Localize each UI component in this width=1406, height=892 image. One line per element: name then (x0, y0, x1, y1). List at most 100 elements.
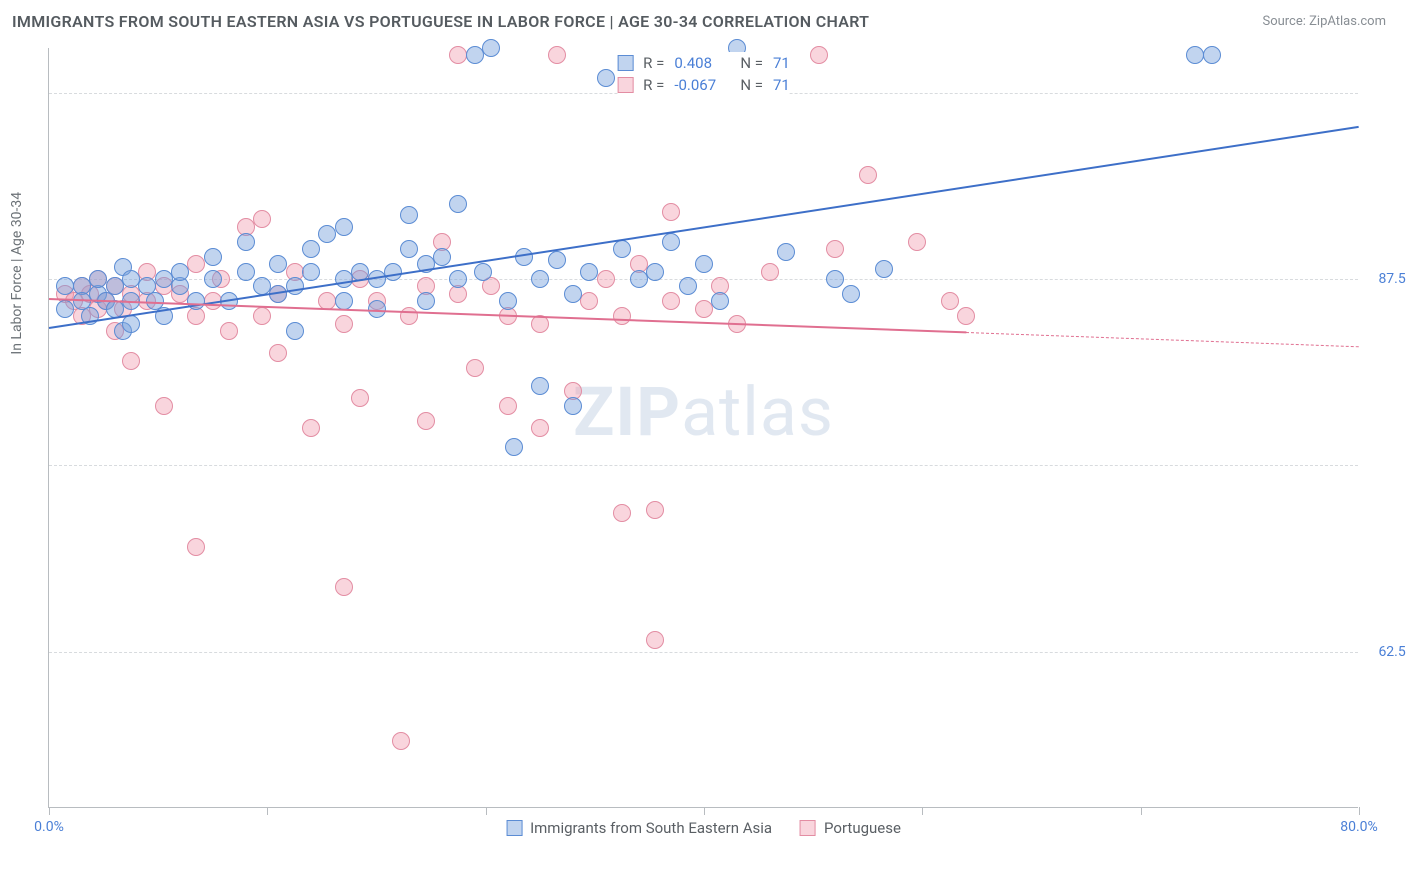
pink-point (302, 419, 320, 437)
blue-point (449, 270, 467, 288)
blue-point (106, 277, 124, 295)
correlation-legend: R =0.408N =71R =-0.067N =71 (617, 52, 790, 96)
y-axis-title: In Labor Force | Age 30-34 (9, 191, 25, 354)
pink-point (449, 46, 467, 64)
pink-point (122, 352, 140, 370)
blue-point (505, 438, 523, 456)
blue-point (564, 285, 582, 303)
blue-point (171, 263, 189, 281)
blue-point (711, 292, 729, 310)
pink-point (253, 307, 271, 325)
blue-point (646, 263, 664, 281)
pink-point (548, 46, 566, 64)
pink-point (597, 270, 615, 288)
blue-point (56, 300, 74, 318)
legend-r-label: R = (643, 76, 664, 94)
pink-point (613, 504, 631, 522)
blue-point (1186, 46, 1204, 64)
blue-point (302, 263, 320, 281)
legend-n-label: N = (740, 76, 763, 94)
blue-point (122, 270, 140, 288)
pink-point (155, 397, 173, 415)
blue-point (875, 260, 893, 278)
blue-point (400, 240, 418, 258)
blue-point (826, 270, 844, 288)
legend-swatch (800, 820, 816, 836)
chart-title: IMMIGRANTS FROM SOUTH EASTERN ASIA VS PO… (12, 12, 869, 31)
pink-point (335, 315, 353, 333)
blue-point (335, 270, 353, 288)
blue-point (89, 270, 107, 288)
legend-swatch (506, 820, 522, 836)
legend-row-blue: R = 0.408 N = 71 (617, 52, 790, 74)
y-tick-label: 87.5% (1378, 271, 1406, 287)
blue-point (482, 39, 500, 57)
blue-point (155, 270, 173, 288)
legend-n-label: N = (740, 54, 763, 72)
legend-item-pink: Portuguese (800, 819, 901, 837)
pink-point (417, 412, 435, 430)
pink-point (957, 307, 975, 325)
x-tick (704, 807, 705, 815)
pink-point (351, 389, 369, 407)
blue-point (187, 292, 205, 310)
pink-point (941, 292, 959, 310)
pink-point (646, 631, 664, 649)
legend-r-value: 0.408 (674, 54, 730, 72)
pink-point (392, 732, 410, 750)
blue-point (499, 292, 517, 310)
pink-point (695, 300, 713, 318)
blue-point (531, 377, 549, 395)
x-tick (1359, 807, 1360, 815)
pink-point (220, 322, 238, 340)
blue-point (777, 243, 795, 261)
pink-point (859, 166, 877, 184)
pink-point (269, 344, 287, 362)
legend-r-label: R = (643, 54, 664, 72)
x-tick (267, 807, 268, 815)
blue-point (286, 322, 304, 340)
pink-point (908, 233, 926, 251)
legend-label: Immigrants from South Eastern Asia (530, 819, 772, 837)
pink-point (466, 359, 484, 377)
x-tick (486, 807, 487, 815)
legend-n-value: 71 (773, 76, 790, 94)
gridline (49, 465, 1358, 466)
blue-point (695, 255, 713, 273)
correlation-chart: In Labor Force | Age 30-34 ZIPatlas 62.5… (48, 48, 1358, 808)
pink-point (187, 255, 205, 273)
pink-point (646, 501, 664, 519)
pink-point (826, 240, 844, 258)
legend-n-value: 71 (773, 54, 790, 72)
blue-point (318, 225, 336, 243)
blue-point (417, 292, 435, 310)
x-tick (1141, 807, 1142, 815)
blue-point (597, 69, 615, 87)
pink-point (662, 292, 680, 310)
pink-point (761, 263, 779, 281)
blue-point (662, 233, 680, 251)
blue-point (466, 46, 484, 64)
pink-point (613, 307, 631, 325)
series-legend: Immigrants from South Eastern Asia Portug… (506, 819, 901, 837)
pink-point (253, 210, 271, 228)
blue-point (400, 206, 418, 224)
blue-point (564, 397, 582, 415)
blue-point (842, 285, 860, 303)
blue-point (531, 270, 549, 288)
blue-point (613, 240, 631, 258)
x-tick (49, 807, 50, 815)
pink-point (499, 397, 517, 415)
x-tick-label: 80.0% (1340, 819, 1378, 835)
legend-row-pink: R =-0.067N =71 (617, 74, 790, 96)
gridline (49, 652, 1358, 653)
blue-point (433, 248, 451, 266)
blue-point (237, 263, 255, 281)
legend-swatch (617, 77, 633, 93)
legend-item-blue: Immigrants from South Eastern Asia (506, 819, 772, 837)
pink-point (580, 292, 598, 310)
blue-point (630, 270, 648, 288)
pink-point (335, 578, 353, 596)
blue-point (449, 195, 467, 213)
blue-point (302, 240, 320, 258)
